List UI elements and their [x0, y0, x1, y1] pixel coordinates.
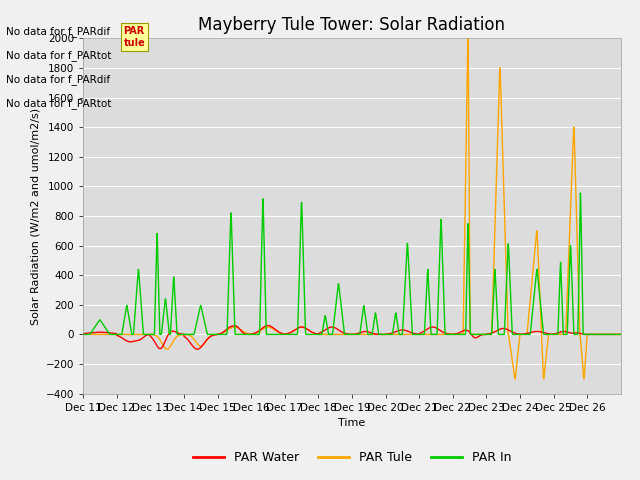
Title: Mayberry Tule Tower: Solar Radiation: Mayberry Tule Tower: Solar Radiation [198, 16, 506, 34]
Text: PAR
tule: PAR tule [124, 26, 145, 48]
Text: No data for f_PARdif: No data for f_PARdif [6, 73, 111, 84]
Legend: PAR Water, PAR Tule, PAR In: PAR Water, PAR Tule, PAR In [188, 446, 516, 469]
X-axis label: Time: Time [339, 418, 365, 428]
Y-axis label: Solar Radiation (W/m2 and umol/m2/s): Solar Radiation (W/m2 and umol/m2/s) [30, 108, 40, 324]
Text: No data for f_PARdif: No data for f_PARdif [6, 25, 111, 36]
Text: No data for f_PARtot: No data for f_PARtot [6, 97, 112, 108]
Text: No data for f_PARtot: No data for f_PARtot [6, 49, 112, 60]
